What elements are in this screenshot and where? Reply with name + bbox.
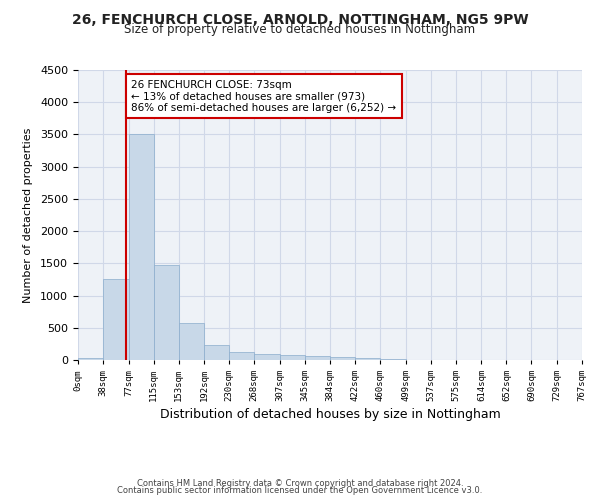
Bar [128, 134, 154, 360]
Bar [154, 266, 179, 360]
Bar [305, 356, 331, 360]
X-axis label: Distribution of detached houses by size in Nottingham: Distribution of detached houses by size … [160, 408, 500, 421]
Bar [204, 345, 229, 360]
Bar [179, 322, 204, 360]
Bar [254, 354, 280, 360]
Bar [380, 358, 406, 360]
Bar [78, 358, 103, 360]
Bar [229, 352, 254, 360]
Text: Size of property relative to detached houses in Nottingham: Size of property relative to detached ho… [124, 22, 476, 36]
Bar [103, 280, 128, 360]
Bar [331, 357, 355, 360]
Bar [280, 356, 305, 360]
Text: 26 FENCHURCH CLOSE: 73sqm
← 13% of detached houses are smaller (973)
86% of semi: 26 FENCHURCH CLOSE: 73sqm ← 13% of detac… [131, 80, 397, 113]
Text: Contains HM Land Registry data © Crown copyright and database right 2024.: Contains HM Land Registry data © Crown c… [137, 478, 463, 488]
Text: Contains public sector information licensed under the Open Government Licence v3: Contains public sector information licen… [118, 486, 482, 495]
Y-axis label: Number of detached properties: Number of detached properties [23, 128, 33, 302]
Bar [355, 358, 380, 360]
Text: 26, FENCHURCH CLOSE, ARNOLD, NOTTINGHAM, NG5 9PW: 26, FENCHURCH CLOSE, ARNOLD, NOTTINGHAM,… [71, 12, 529, 26]
